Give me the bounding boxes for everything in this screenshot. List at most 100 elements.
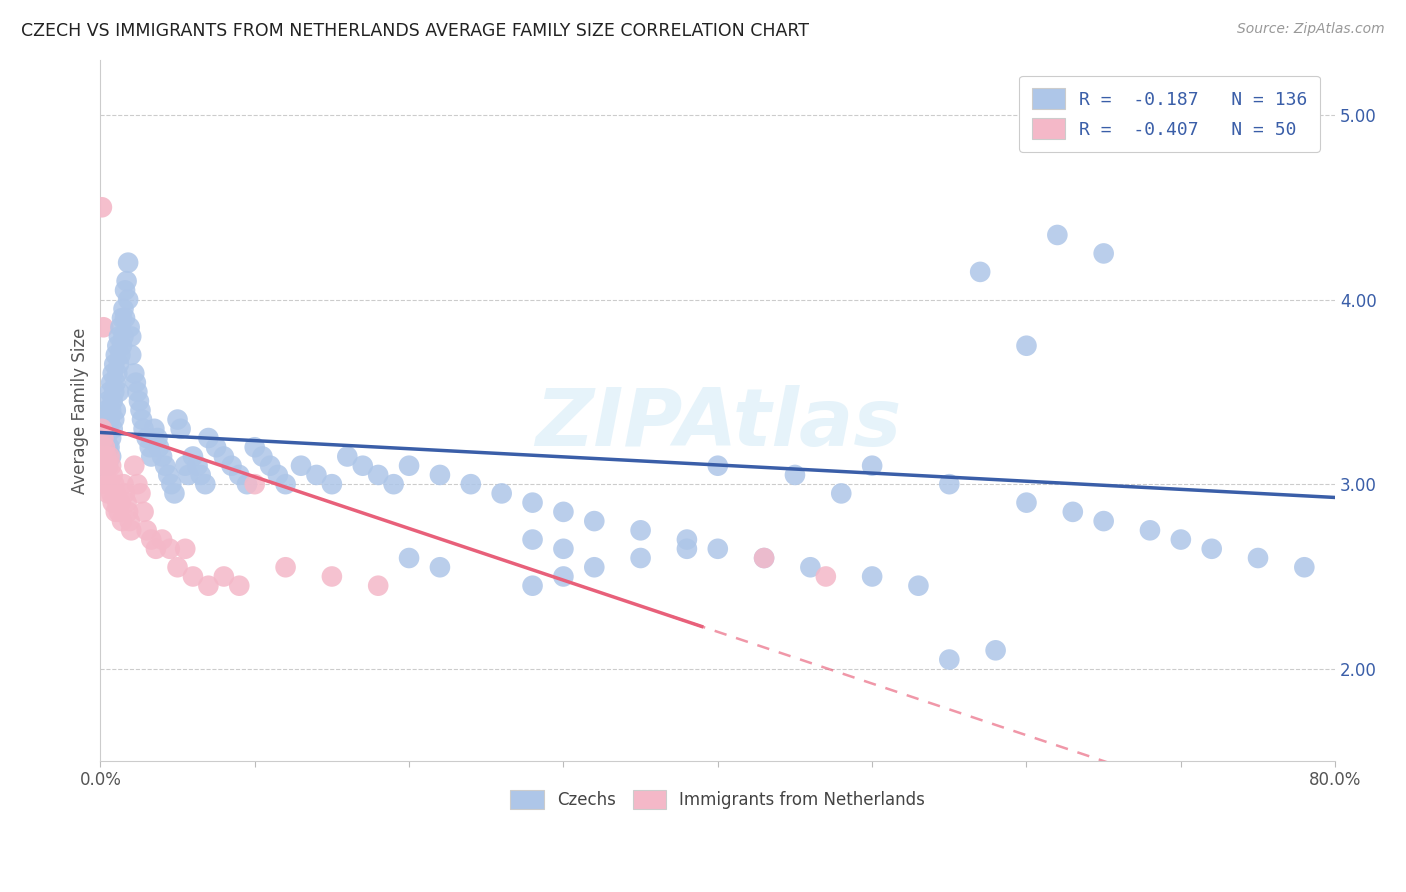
Point (115, 274, 138, 288)
Point (630, 551, 652, 566)
Point (135, 431, 157, 445)
Point (197, 579, 219, 593)
Point (101, 495, 124, 509)
Point (98, 384, 121, 399)
Point (90, 422, 112, 436)
Point (111, 339, 134, 353)
Point (98, 412, 121, 426)
Point (553, 505, 575, 519)
Point (111, 311, 134, 326)
Point (938, 652, 960, 666)
Y-axis label: Average Family Size: Average Family Size (72, 327, 89, 493)
Point (100, 486, 122, 500)
Point (96, 458, 118, 473)
Point (174, 458, 197, 473)
Point (114, 486, 136, 500)
Point (243, 477, 266, 491)
Point (907, 579, 929, 593)
Point (94, 412, 117, 426)
Point (1015, 339, 1038, 353)
Point (177, 467, 200, 482)
Point (97, 486, 120, 500)
Point (104, 376, 127, 390)
Point (98, 440, 121, 454)
Point (103, 384, 125, 399)
Point (630, 524, 652, 538)
Text: CZECH VS IMMIGRANTS FROM NETHERLANDS AVERAGE FAMILY SIZE CORRELATION CHART: CZECH VS IMMIGRANTS FROM NETHERLANDS AVE… (21, 22, 808, 40)
Point (101, 394, 124, 409)
Point (96, 403, 118, 417)
Point (1201, 541, 1223, 556)
Point (336, 450, 359, 464)
Point (93, 320, 115, 334)
Point (128, 394, 150, 409)
Point (174, 541, 197, 556)
Point (129, 486, 152, 500)
Point (491, 486, 513, 500)
Point (101, 367, 124, 381)
Point (1139, 524, 1161, 538)
Point (1170, 533, 1192, 547)
Point (104, 486, 127, 500)
Point (103, 477, 125, 491)
Point (153, 458, 176, 473)
Point (112, 477, 135, 491)
Point (97, 422, 120, 436)
Point (398, 551, 420, 566)
Point (118, 320, 141, 334)
Point (105, 495, 128, 509)
Point (110, 495, 132, 509)
Point (124, 458, 146, 473)
Point (120, 524, 142, 538)
Point (93, 431, 115, 445)
Point (108, 505, 131, 519)
Point (104, 505, 127, 519)
Point (100, 376, 122, 390)
Point (124, 367, 146, 381)
Point (522, 533, 544, 547)
Point (205, 440, 228, 454)
Point (1294, 560, 1316, 574)
Point (429, 560, 451, 574)
Point (212, 569, 235, 583)
Point (143, 422, 166, 436)
Point (190, 467, 212, 482)
Point (382, 477, 405, 491)
Point (112, 329, 135, 343)
Point (100, 450, 122, 464)
Point (1046, 227, 1069, 242)
Point (830, 486, 852, 500)
Point (243, 440, 266, 454)
Point (460, 477, 482, 491)
Point (274, 560, 297, 574)
Point (860, 458, 883, 473)
Point (100, 458, 122, 473)
Point (108, 384, 131, 399)
Point (108, 357, 131, 371)
Point (94, 440, 117, 454)
Point (90, 450, 112, 464)
Point (93, 440, 115, 454)
Point (969, 265, 991, 279)
Point (131, 412, 153, 426)
Point (104, 403, 127, 417)
Point (157, 467, 180, 482)
Point (583, 560, 606, 574)
Point (197, 431, 219, 445)
Point (707, 458, 730, 473)
Point (90, 450, 112, 464)
Point (101, 422, 124, 436)
Point (117, 293, 139, 307)
Point (938, 477, 960, 491)
Point (139, 440, 162, 454)
Point (104, 348, 127, 362)
Point (97, 458, 120, 473)
Point (707, 541, 730, 556)
Point (96, 450, 118, 464)
Point (1092, 514, 1115, 528)
Point (120, 329, 142, 343)
Point (110, 348, 132, 362)
Point (522, 579, 544, 593)
Point (236, 477, 259, 491)
Point (166, 412, 188, 426)
